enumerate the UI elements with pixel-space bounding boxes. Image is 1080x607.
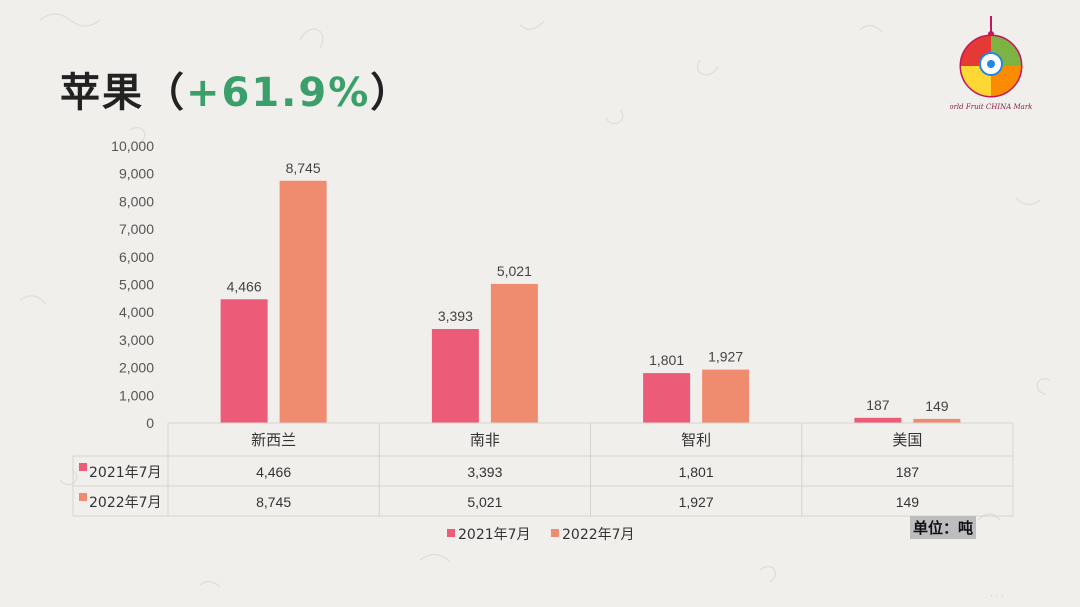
y-tick-label: 7,000 <box>119 221 154 237</box>
y-tick-label: 3,000 <box>119 332 154 348</box>
table-cell-value: 8,745 <box>256 494 291 510</box>
data-label: 3,393 <box>438 308 473 324</box>
y-tick-label: 5,000 <box>119 277 154 293</box>
page-title: 苹果（+61.9%） <box>60 60 412 118</box>
table-series-swatch <box>79 463 87 471</box>
table-cell-value: 1,927 <box>679 494 714 510</box>
category-label: 智利 <box>681 431 711 449</box>
category-label: 新西兰 <box>251 431 296 449</box>
title-main: 苹果 <box>60 70 144 116</box>
data-label: 8,745 <box>286 160 321 176</box>
chart-bars <box>220 180 961 423</box>
data-table: 新西兰 4,466 8,745 南非 3,393 5,021 智利 1,801 1,927 美国 1… <box>72 422 1014 517</box>
y-tick-label: 4,000 <box>119 304 154 320</box>
data-label: 4,466 <box>227 278 262 294</box>
y-tick-label: 8,000 <box>119 193 154 209</box>
y-axis: 0 1,000 2,000 3,000 4,000 5,000 6,000 7,000 8,00… <box>111 138 154 431</box>
table-series-label: 2022年7月 <box>89 495 162 511</box>
logo-text: World Fruit CHINA Market <box>950 103 1032 111</box>
y-tick-label: 6,000 <box>119 249 154 265</box>
y-tick-label: 10,000 <box>111 138 154 154</box>
bar-2022 <box>702 369 750 423</box>
y-tick-label: 1,000 <box>119 387 154 403</box>
data-label: 187 <box>866 397 890 413</box>
y-tick-label: 0 <box>146 415 154 431</box>
table-cell-value: 1,801 <box>679 464 714 480</box>
title-paren-close: ） <box>370 70 413 116</box>
table-cell-value: 5,021 <box>467 494 502 510</box>
data-label: 1,927 <box>708 349 743 365</box>
legend-label: 2022年7月 <box>562 527 635 543</box>
y-tick-label: 2,000 <box>119 360 154 376</box>
data-label: 1,801 <box>649 352 684 368</box>
chart-legend: 2021年7月 2022年7月 <box>447 527 635 543</box>
table-cell-value: 4,466 <box>256 464 291 480</box>
y-tick-label: 9,000 <box>119 166 154 182</box>
watermark-icon: · · · <box>990 590 1004 600</box>
bar-2022 <box>279 180 327 423</box>
bar-2022 <box>913 418 961 423</box>
data-label: 5,021 <box>497 263 532 279</box>
bar-2022 <box>490 283 538 423</box>
title-growth-percent: +61.9% <box>186 70 371 116</box>
category-label: 美国 <box>892 431 922 449</box>
legend-swatch <box>447 529 455 537</box>
table-cell-value: 3,393 <box>467 464 502 480</box>
world-fruit-china-market-logo-icon: World Fruit CHINA Market <box>950 16 1032 111</box>
bar-2021 <box>643 373 691 423</box>
legend-label: 2021年7月 <box>458 527 531 543</box>
legend-swatch <box>551 529 559 537</box>
bar-2021 <box>431 329 479 423</box>
bar-2021 <box>854 417 902 423</box>
data-label: 149 <box>925 398 949 414</box>
table-series-label: 2021年7月 <box>89 465 162 481</box>
unit-label: 单位：吨 <box>910 516 977 539</box>
table-cell-value: 149 <box>896 494 920 510</box>
table-series-swatch <box>79 493 87 501</box>
bar-2021 <box>220 299 268 423</box>
table-cell-value: 187 <box>896 464 920 480</box>
data-labels: 4,466 8,745 3,393 5,021 1,801 1,927 187 149 <box>227 160 949 414</box>
category-label: 南非 <box>470 431 500 449</box>
title-paren-open: （ <box>144 70 186 116</box>
